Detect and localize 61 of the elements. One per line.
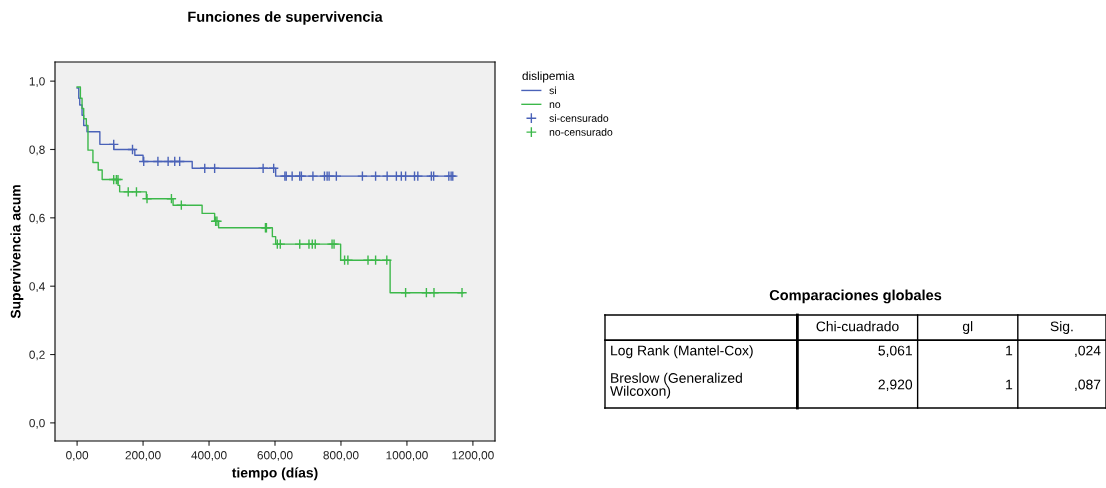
legend-label: no [549,102,561,109]
point [294,238,306,250]
point [370,170,381,182]
point [412,170,424,182]
text: 5,061 [878,345,912,358]
point [307,170,319,182]
point [127,144,138,155]
point [456,287,468,299]
x-tick-label: 800,00 [323,451,359,461]
point [381,170,393,182]
point [122,186,134,198]
text: 1 [1006,345,1013,356]
point [357,170,368,182]
chart-title: Funciones de supervivencia [188,11,383,25]
text: Comparaciones globales [769,289,942,304]
point [257,162,269,174]
x-tick-label: 1000,00 [386,451,428,461]
y-tick-label: 0,2 [29,350,45,361]
category-label: Breslow (Generalized Wilcoxon) [610,372,742,399]
text: ,087 [1075,379,1101,392]
x-tick-label: 1200,00 [452,451,494,461]
category-label: gl [962,321,973,335]
point [175,199,187,211]
point [268,162,280,174]
point [108,139,120,150]
category-label: Sig. [1050,321,1073,335]
point [174,156,186,167]
legend-label: si [549,86,556,95]
point [131,186,142,198]
x-tick-label: 0,00 [66,451,89,461]
y-tick-label: 0,4 [29,282,45,292]
y-axis-title: Supervivencia acum [10,185,24,319]
text: 2,920 [878,379,913,392]
legend-label: no-censurado [549,128,613,136]
point [381,254,393,266]
y-tick-label: 1,0 [29,77,45,87]
point [199,162,211,174]
category-label: Chi-cuadrado [816,321,899,332]
x-axis-title: tiempo (días) [231,467,318,481]
point [428,287,440,299]
y-tick-label: 0,6 [29,213,45,224]
legend-label: si-censurado [549,114,609,122]
legend-title: dislipemia [522,71,575,83]
point [421,287,432,299]
y-tick-label: 0,0 [29,418,45,429]
text: 1 [1006,379,1013,390]
y-tick-label: 0,8 [29,145,45,156]
category-label: Log Rank (Mantel-Cox) [611,345,753,359]
point [141,193,153,205]
point [152,156,164,167]
x-tick-label: 200,00 [125,451,161,461]
point [370,254,381,266]
point [138,156,150,167]
text: ,024 [1075,345,1101,358]
point [166,193,177,205]
x-tick-label: 400,00 [191,451,227,461]
x-tick-label: 600,00 [257,451,293,461]
point [342,254,354,266]
point [209,162,220,174]
point [362,254,374,266]
point [400,287,411,299]
